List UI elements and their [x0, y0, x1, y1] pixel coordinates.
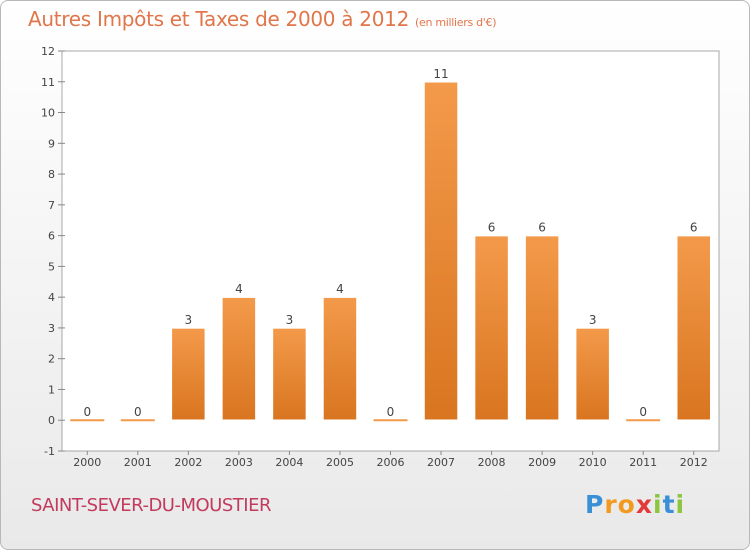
- chart-unit: (en milliers d'€): [415, 16, 497, 29]
- bar: [170, 327, 207, 421]
- data-label: 4: [235, 282, 243, 296]
- data-label: 11: [433, 67, 448, 81]
- y-tick-label: 8: [48, 168, 55, 181]
- x-tick-label: 2010: [579, 456, 607, 469]
- x-tick-label: 2011: [629, 456, 657, 469]
- data-label: 0: [387, 405, 395, 419]
- data-label: 0: [83, 405, 91, 419]
- logo-letter: x: [635, 490, 653, 519]
- logo-letter: i: [675, 490, 686, 519]
- data-label: 6: [538, 221, 546, 235]
- data-label: 0: [639, 405, 647, 419]
- logo-letter: i: [653, 490, 663, 519]
- x-tick-label: 2005: [326, 456, 354, 469]
- data-label: 6: [488, 221, 496, 235]
- logo-letter: P: [585, 490, 605, 519]
- y-tick-label: 1: [48, 383, 55, 396]
- y-tick-label: 6: [48, 230, 55, 243]
- y-tick-label: 10: [41, 107, 55, 120]
- plot-area: [61, 50, 720, 452]
- y-tick-label: 3: [48, 322, 55, 335]
- y-tick-label: -1: [44, 445, 55, 458]
- x-tick-label: 2006: [377, 456, 405, 469]
- y-tick-label: 12: [41, 45, 55, 58]
- logo-letter: o: [617, 490, 636, 519]
- data-label: 3: [589, 313, 597, 327]
- chart-title-text: Autres Impôts et Taxes de 2000 à 2012: [28, 7, 409, 31]
- data-label: 0: [134, 405, 142, 419]
- y-tick-label: 5: [48, 260, 55, 273]
- chart-title: Autres Impôts et Taxes de 2000 à 2012 (en…: [28, 7, 496, 31]
- y-tick-label: 9: [48, 137, 55, 150]
- x-tick-label: 2003: [225, 456, 253, 469]
- commune-name: SAINT-SEVER-DU-MOUSTIER: [31, 495, 271, 516]
- y-tick-label: 11: [41, 76, 55, 89]
- y-tick-label: 4: [48, 291, 55, 304]
- x-tick-label: 2007: [427, 456, 455, 469]
- bar: [322, 296, 358, 421]
- bar: [574, 327, 611, 421]
- proxiti-logo: Proxiti: [585, 490, 685, 519]
- x-tick-label: 2002: [174, 456, 202, 469]
- bar: [221, 296, 257, 421]
- bar: [423, 81, 459, 421]
- y-tick-label: 2: [48, 353, 55, 366]
- logo-letter: r: [604, 490, 618, 519]
- bar: [271, 327, 308, 421]
- x-tick-label: 2000: [73, 456, 101, 469]
- y-tick-label: 7: [48, 199, 55, 212]
- x-tick-label: 2012: [680, 456, 708, 469]
- data-label: 3: [286, 313, 294, 327]
- x-tick-label: 2001: [124, 456, 152, 469]
- bar: [473, 234, 510, 421]
- bar: [675, 234, 712, 421]
- data-label: 6: [690, 221, 698, 235]
- y-tick-label: 0: [48, 414, 55, 427]
- bar: [524, 234, 560, 421]
- x-tick-label: 2004: [275, 456, 303, 469]
- data-label: 3: [185, 313, 193, 327]
- x-tick-label: 2009: [528, 456, 556, 469]
- data-label: 4: [336, 282, 344, 296]
- x-tick-label: 2008: [478, 456, 506, 469]
- logo-letter: t: [662, 490, 676, 519]
